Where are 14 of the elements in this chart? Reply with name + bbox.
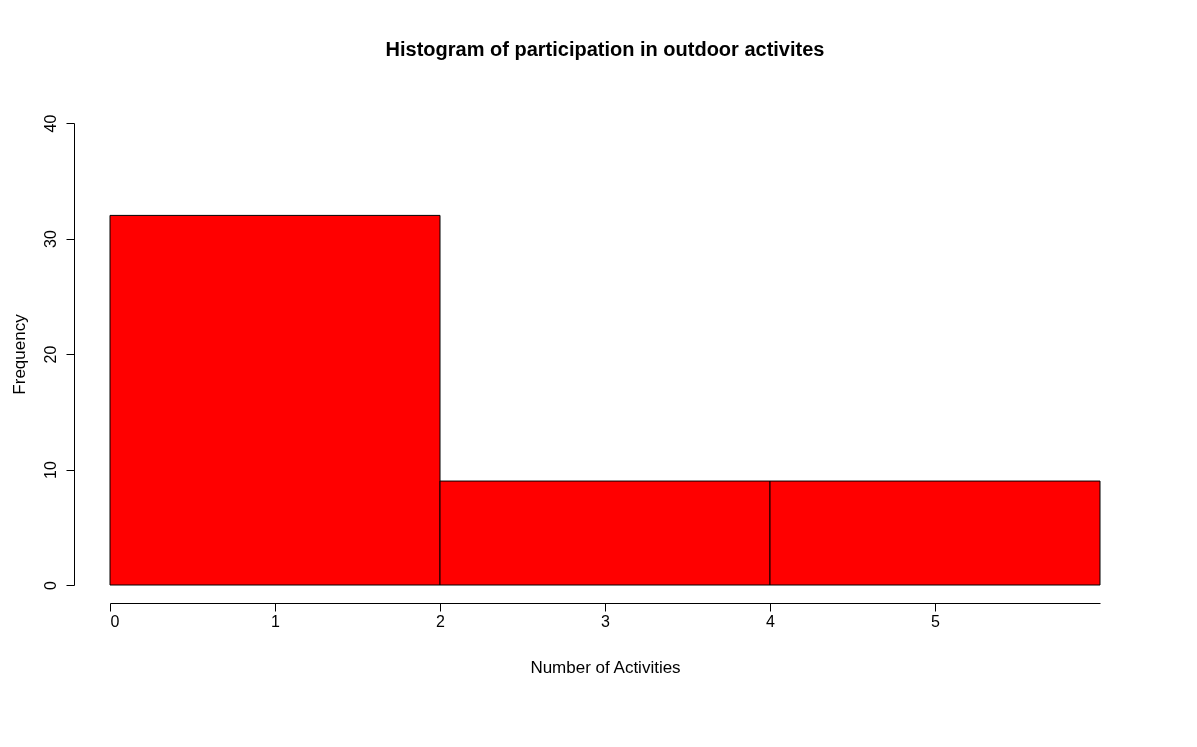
y-axis-title: Frequency bbox=[9, 313, 29, 395]
chart-title: Histogram of participation in outdoor activites bbox=[385, 38, 825, 61]
y-tick-label: 40 bbox=[41, 114, 59, 133]
x-tick-label: 1 bbox=[271, 612, 281, 630]
y-tick-label: 20 bbox=[41, 345, 59, 364]
y-tick-label: 10 bbox=[41, 461, 59, 479]
x-axis-title: Number of Activities bbox=[530, 657, 681, 677]
x-tick-label: 3 bbox=[601, 612, 611, 630]
y-tick-label: 0 bbox=[41, 580, 59, 590]
y-tick-label: 30 bbox=[41, 230, 59, 248]
x-tick-label: 5 bbox=[931, 612, 941, 630]
x-tick-label: 4 bbox=[766, 612, 776, 630]
x-tick-label: 2 bbox=[436, 612, 446, 630]
x-tick-label: 0 bbox=[110, 612, 120, 630]
